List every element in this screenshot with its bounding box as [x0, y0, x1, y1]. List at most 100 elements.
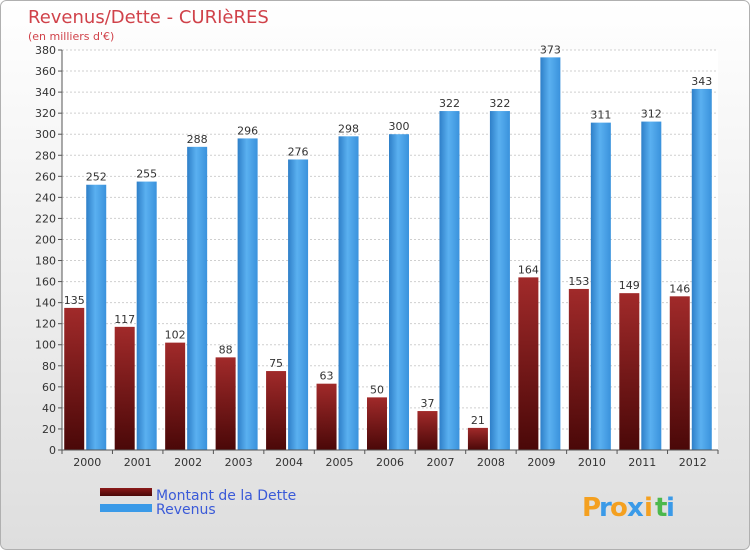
y-tick-label: 240: [35, 191, 56, 204]
labels-layer: 135 252 117 255 102 288 88 296 75 276 63 298 50 300 37…: [64, 43, 713, 427]
data-label-revenus: 312: [641, 108, 662, 121]
bar-debt: [619, 293, 640, 450]
data-label-debt: 21: [471, 414, 485, 427]
x-tick-label: 2012: [679, 456, 707, 469]
bar-revenus: [691, 88, 712, 451]
bar-debt: [215, 357, 236, 450]
data-label-debt: 153: [568, 275, 589, 288]
bar-revenus: [187, 146, 208, 450]
data-label-revenus: 300: [389, 120, 410, 133]
data-label-revenus: 343: [691, 75, 712, 88]
y-tick-label: 80: [42, 360, 56, 373]
y-tick-label: 160: [35, 276, 56, 289]
data-label-revenus: 276: [288, 145, 309, 158]
logo-letter: i: [666, 493, 675, 523]
data-label-revenus: 373: [540, 43, 561, 56]
data-label-debt: 146: [669, 282, 690, 295]
x-tick-label: 2010: [578, 456, 606, 469]
data-label-revenus: 288: [187, 133, 208, 146]
data-label-revenus: 252: [86, 171, 107, 184]
bar-revenus: [237, 138, 258, 450]
x-tick-label: 2005: [326, 456, 354, 469]
logo-letter: P: [582, 493, 601, 523]
bar-debt: [114, 326, 135, 450]
y-tick-label: 100: [35, 339, 56, 352]
y-tick-label: 260: [35, 170, 56, 183]
chart-title: Revenus/Dette - CURIèRES: [28, 7, 269, 28]
legend-swatch-revenus: [100, 504, 152, 512]
data-label-revenus: 296: [237, 124, 258, 137]
bar-debt: [266, 371, 287, 450]
data-label-debt: 75: [269, 357, 283, 370]
data-label-revenus: 322: [489, 97, 510, 110]
y-tick-label: 220: [35, 212, 56, 225]
axis-layer: 0 20 40 60 80 100 120 140 160 180 200 220 240 260 280 3…: [35, 44, 719, 469]
y-tick-label: 340: [35, 86, 56, 99]
bar-debt: [669, 296, 690, 450]
bar-revenus: [389, 134, 409, 451]
logo-letter: r: [599, 493, 612, 523]
data-label-debt: 102: [165, 329, 186, 342]
x-tick-label: 2006: [376, 456, 404, 469]
y-tick-label: 180: [35, 255, 56, 268]
logo-letter: x: [627, 493, 644, 523]
y-tick-label: 200: [35, 233, 56, 246]
data-label-debt: 164: [518, 263, 539, 276]
legend-label-revenus: Revenus: [156, 502, 216, 518]
bar-debt: [316, 383, 337, 450]
x-tick-label: 2004: [275, 456, 303, 469]
data-label-debt: 117: [114, 313, 135, 326]
x-tick-label: 2009: [527, 456, 555, 469]
data-label-revenus: 298: [338, 122, 359, 135]
data-label-debt: 37: [420, 397, 434, 410]
proxiti-logo: Pro x i ti: [582, 493, 675, 523]
y-tick-label: 140: [35, 297, 56, 310]
x-tick-label: 2003: [225, 456, 253, 469]
bar-revenus: [540, 57, 561, 451]
data-label-debt: 135: [64, 294, 85, 307]
data-label-debt: 149: [619, 279, 640, 292]
data-label-revenus: 322: [439, 97, 460, 110]
data-label-revenus: 311: [590, 109, 611, 122]
logo-letter: t: [655, 493, 667, 523]
x-tick-label: 2008: [477, 456, 505, 469]
y-tick-label: 280: [35, 149, 56, 162]
y-tick-label: 0: [49, 444, 56, 457]
data-label-debt: 63: [320, 370, 334, 383]
bar-revenus: [641, 121, 662, 450]
bar-revenus: [136, 181, 157, 450]
y-tick-label: 300: [35, 128, 56, 141]
x-tick-label: 2002: [174, 456, 202, 469]
data-label-revenus: 255: [136, 168, 157, 181]
y-tick-label: 60: [42, 381, 56, 394]
legend-label-debt: Montant de la Dette: [156, 488, 296, 504]
x-tick-label: 2001: [124, 456, 152, 469]
bar-debt: [64, 307, 85, 450]
bar-debt: [417, 411, 438, 450]
logo-letter: o: [610, 493, 628, 523]
y-tick-label: 380: [35, 44, 56, 57]
bar-revenus: [338, 136, 359, 450]
x-tick-label: 2007: [426, 456, 454, 469]
y-tick-label: 320: [35, 107, 56, 120]
data-label-debt: 88: [219, 343, 233, 356]
y-tick-label: 40: [42, 402, 56, 415]
bar-revenus: [590, 122, 611, 450]
bar-debt: [367, 397, 387, 450]
data-label-debt: 50: [370, 383, 384, 396]
bar-revenus: [86, 184, 107, 450]
bar-debt: [568, 288, 589, 450]
bar-revenus: [439, 111, 460, 450]
legend-swatch-debt: [100, 488, 152, 496]
x-tick-label: 2011: [628, 456, 656, 469]
bar-revenus: [489, 111, 510, 450]
y-tick-label: 360: [35, 65, 56, 78]
x-tick-label: 2000: [73, 456, 101, 469]
legend: Montant de la Dette Revenus: [100, 488, 296, 518]
bar-debt: [165, 342, 186, 450]
bar-debt: [518, 277, 539, 450]
y-tick-label: 20: [42, 423, 56, 436]
chart-subtitle: (en milliers d'€): [28, 30, 114, 43]
